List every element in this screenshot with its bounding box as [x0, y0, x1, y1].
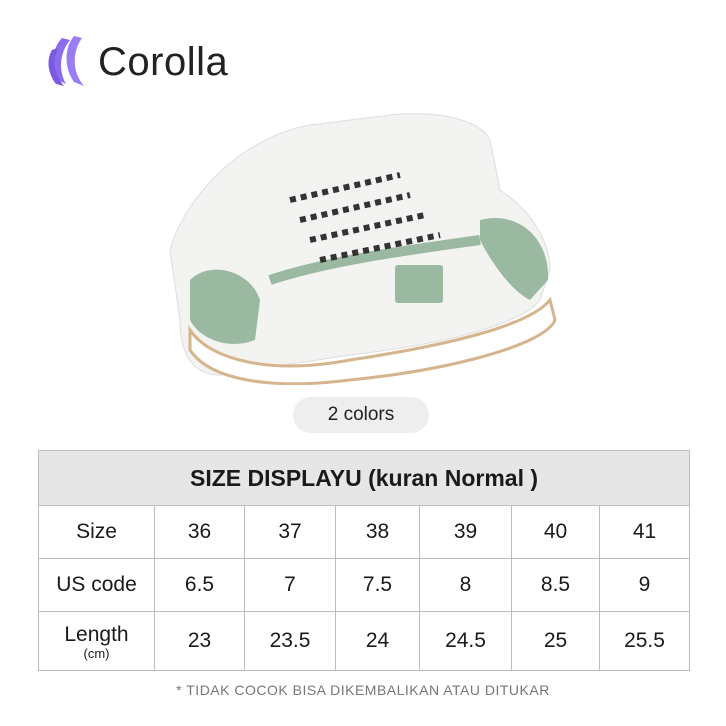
brand-name: Corolla: [98, 39, 229, 84]
brand-logo: Corolla: [44, 34, 228, 90]
size-chart-table: SIZE DISPLAYU (kuran Normal ) Size 36 37…: [37, 450, 691, 671]
return-policy-note: * TIDAK COCOK BISA DIKEMBALIKAN ATAU DIT…: [176, 682, 550, 698]
size-chart-title: SIZE DISPLAYU (kuran Normal ): [37, 450, 691, 506]
table-cell: 8: [419, 558, 512, 612]
row-unit: (cm): [83, 645, 110, 661]
table-cell: 24: [335, 611, 420, 671]
table-cell: 24.5: [419, 611, 512, 671]
table-cell: 8.5: [511, 558, 600, 612]
table-row-us-code: US code 6.5 7 7.5 8 8.5 9: [38, 558, 691, 612]
row-label-cell: Length (cm): [38, 611, 155, 671]
table-cell: 23: [154, 611, 245, 671]
table-cell: 25: [511, 611, 600, 671]
table-cell: 23.5: [244, 611, 336, 671]
table-cell: 9: [598, 558, 691, 612]
table-cell: 39: [419, 505, 512, 559]
colors-count-badge: 2 colors: [293, 397, 429, 433]
table-cell: 41: [598, 505, 691, 559]
table-cell: 7: [244, 558, 336, 612]
table-cell: 37: [244, 505, 336, 559]
table-cell: 36: [154, 505, 245, 559]
table-cell: 38: [335, 505, 420, 559]
table-cell: 6.5: [154, 558, 245, 612]
sneaker-image: [169, 113, 557, 385]
corolla-logo-icon: [48, 36, 84, 86]
row-label: US code: [38, 558, 155, 612]
row-label: Length: [64, 622, 129, 646]
table-cell: 40: [511, 505, 600, 559]
table-cell: 7.5: [335, 558, 420, 612]
table-cell: 25.5: [598, 611, 691, 671]
table-row-length: Length (cm) 23 23.5 24 24.5 25 25.5: [38, 611, 691, 671]
table-row-size: Size 36 37 38 39 40 41: [38, 505, 691, 559]
row-label: Size: [38, 505, 155, 559]
